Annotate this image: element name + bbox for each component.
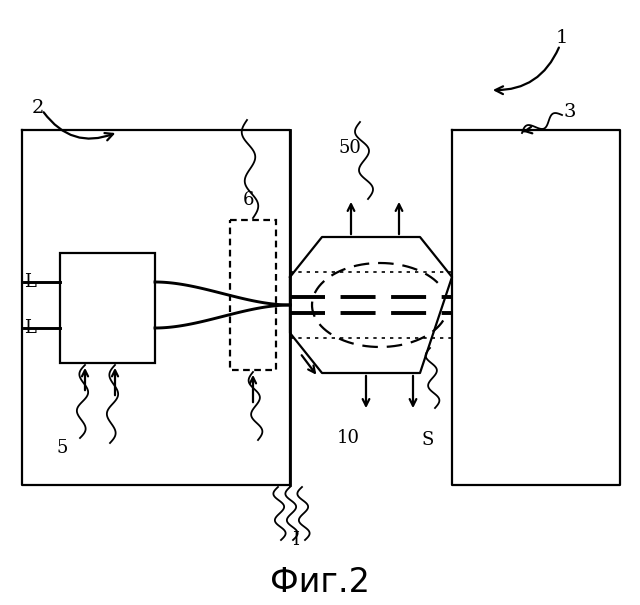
Bar bbox=[60, 253, 155, 363]
Text: S: S bbox=[422, 431, 434, 449]
Text: 2: 2 bbox=[32, 99, 44, 117]
Text: 1: 1 bbox=[556, 29, 568, 47]
Text: 50: 50 bbox=[339, 139, 362, 157]
Bar bbox=[230, 220, 276, 370]
Text: Фиг.2: Фиг.2 bbox=[270, 566, 370, 598]
Text: L: L bbox=[24, 319, 36, 337]
Text: 10: 10 bbox=[337, 429, 360, 447]
Text: I: I bbox=[292, 531, 300, 549]
Text: L: L bbox=[24, 273, 36, 291]
Text: 3: 3 bbox=[564, 103, 576, 121]
Text: 5: 5 bbox=[56, 439, 68, 457]
Text: 6: 6 bbox=[243, 191, 253, 209]
